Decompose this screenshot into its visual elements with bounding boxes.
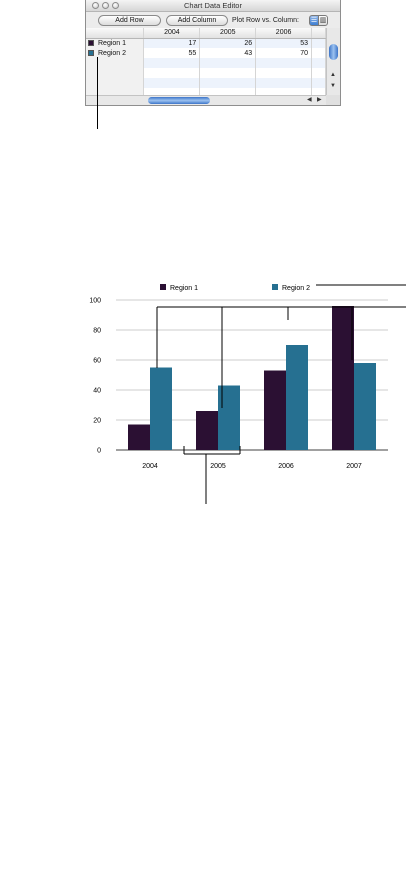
bar-region-1-2005 (196, 411, 218, 450)
data-cell[interactable] (311, 38, 326, 48)
resize-grip[interactable] (326, 95, 340, 105)
bar-chart: Region 1 Region 2 0 20 40 60 80 100 2004 2005 2… (89, 284, 406, 504)
add-row-button[interactable]: Add Row (98, 15, 161, 26)
data-cell[interactable] (143, 88, 201, 95)
data-cell[interactable]: 43 (199, 48, 257, 58)
x-tick-label: 2006 (278, 463, 294, 470)
x-tick-label: 2004 (142, 463, 158, 470)
vertical-scrollbar[interactable]: ▲ ▼ (326, 28, 340, 95)
table-row (86, 78, 326, 88)
data-cell[interactable] (143, 58, 201, 68)
data-cell[interactable] (255, 88, 313, 95)
y-tick-label: 60 (93, 358, 101, 365)
column-header[interactable]: 2004 (143, 28, 201, 39)
column-header-empty (311, 28, 326, 39)
data-grid: 2004 2005 2006 Region 1 17 26 53 Region … (86, 28, 326, 95)
data-cell[interactable] (311, 58, 326, 68)
data-cell[interactable] (199, 58, 257, 68)
plot-row-vs-column-label: Plot Row vs. Column: (232, 17, 299, 24)
x-tick-label: 2007 (346, 463, 362, 470)
data-cell[interactable] (143, 68, 201, 78)
x-tick-label: 2005 (210, 463, 226, 470)
title-bar: Chart Data Editor (86, 0, 340, 12)
y-tick-label: 20 (93, 418, 101, 425)
region-2-swatch[interactable] (88, 49, 94, 56)
table-row (86, 88, 326, 95)
y-tick-label: 0 (97, 448, 101, 455)
row-header[interactable] (86, 88, 145, 95)
data-cell[interactable]: 53 (255, 38, 313, 48)
row-header[interactable] (86, 68, 145, 78)
bar-region-2-2004 (150, 367, 172, 450)
callout-lines (156, 284, 406, 504)
bar-region-2-2006 (286, 345, 308, 450)
table-row (86, 58, 326, 68)
row-header[interactable]: Region 1 (86, 38, 145, 48)
legend-label: Region 1 (170, 285, 198, 292)
data-cell[interactable]: 17 (143, 38, 201, 48)
scroll-up-arrow-icon[interactable]: ▲ (330, 72, 336, 78)
close-window-button[interactable] (92, 2, 99, 9)
data-cell[interactable]: 70 (255, 48, 313, 58)
data-cell[interactable] (255, 58, 313, 68)
bar-region-1-2007 (332, 306, 354, 450)
horizontal-scrollbar[interactable]: ◀ ▶ (86, 95, 326, 105)
row-header[interactable] (86, 58, 145, 68)
y-tick-label: 100 (89, 298, 101, 305)
data-cell[interactable] (143, 78, 201, 88)
callout-line (97, 57, 98, 129)
vertical-scroll-thumb[interactable] (329, 44, 338, 60)
row-label: Region 2 (98, 49, 127, 57)
chart-data-editor-window: Chart Data Editor Add Row Add Column Plo… (85, 0, 341, 106)
add-column-button[interactable]: Add Column (166, 15, 228, 26)
minimize-window-button[interactable] (102, 2, 109, 9)
window-title: Chart Data Editor (184, 1, 242, 10)
bar-region-1-2006 (264, 370, 286, 450)
scroll-right-arrow-icon[interactable]: ▶ (317, 97, 322, 103)
y-tick-label: 80 (93, 328, 101, 335)
row-label: Region 1 (98, 39, 127, 47)
plot-columns-toggle[interactable]: ▥ (318, 15, 328, 26)
table-row: Region 2 55 43 70 (86, 48, 326, 58)
data-cell[interactable] (199, 78, 257, 88)
scroll-left-arrow-icon[interactable]: ◀ (307, 97, 312, 103)
data-cell[interactable] (311, 78, 326, 88)
legend-label: Region 2 (282, 285, 310, 292)
row-header[interactable]: Region 2 (86, 48, 145, 58)
row-header[interactable] (86, 78, 145, 88)
data-cell[interactable]: 26 (199, 38, 257, 48)
data-cell[interactable] (199, 68, 257, 78)
data-cell[interactable] (311, 88, 326, 95)
bar-region-1-2004 (128, 424, 150, 450)
zoom-window-button[interactable] (112, 2, 119, 9)
y-tick-label: 40 (93, 388, 101, 395)
data-cell[interactable] (255, 78, 313, 88)
data-cell[interactable]: 55 (143, 48, 201, 58)
legend-swatch-region-1 (160, 284, 166, 290)
bar-region-2-2005 (218, 385, 240, 450)
columns-icon: ▥ (319, 17, 327, 24)
legend-swatch-region-2 (272, 284, 278, 290)
rows-icon: ☰ (310, 17, 318, 24)
horizontal-scroll-thumb[interactable] (148, 97, 210, 104)
corner-cell (86, 28, 145, 39)
column-header[interactable]: 2006 (255, 28, 313, 39)
column-header[interactable]: 2005 (199, 28, 257, 39)
region-1-swatch[interactable] (88, 39, 94, 46)
data-cell[interactable] (311, 48, 326, 58)
table-row (86, 68, 326, 78)
bar-region-2-2007 (354, 363, 376, 450)
data-cell[interactable] (311, 68, 326, 78)
scroll-down-arrow-icon[interactable]: ▼ (330, 83, 336, 89)
toolbar: Add Row Add Column Plot Row vs. Column: … (86, 12, 340, 29)
data-cell[interactable] (255, 68, 313, 78)
table-row: Region 1 17 26 53 (86, 38, 326, 48)
data-cell[interactable] (199, 88, 257, 95)
